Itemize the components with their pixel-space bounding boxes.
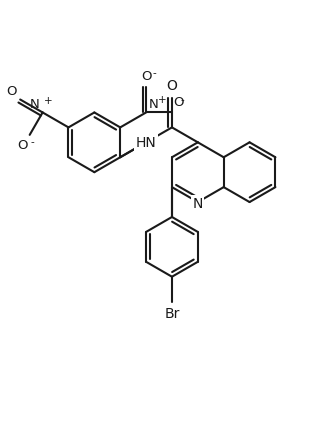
Text: -: -: [181, 95, 185, 105]
Text: -: -: [152, 68, 156, 77]
Text: O: O: [7, 84, 17, 97]
Text: -: -: [31, 137, 34, 147]
Text: +: +: [158, 95, 167, 105]
Text: N: N: [149, 98, 159, 111]
Text: HN: HN: [136, 136, 157, 150]
Text: O: O: [17, 138, 28, 151]
Text: O: O: [141, 69, 151, 83]
Text: N: N: [30, 98, 40, 111]
Text: O: O: [167, 78, 177, 92]
Text: N: N: [193, 197, 203, 211]
Text: Br: Br: [164, 306, 180, 320]
Text: O: O: [173, 96, 183, 109]
Text: +: +: [43, 96, 52, 106]
